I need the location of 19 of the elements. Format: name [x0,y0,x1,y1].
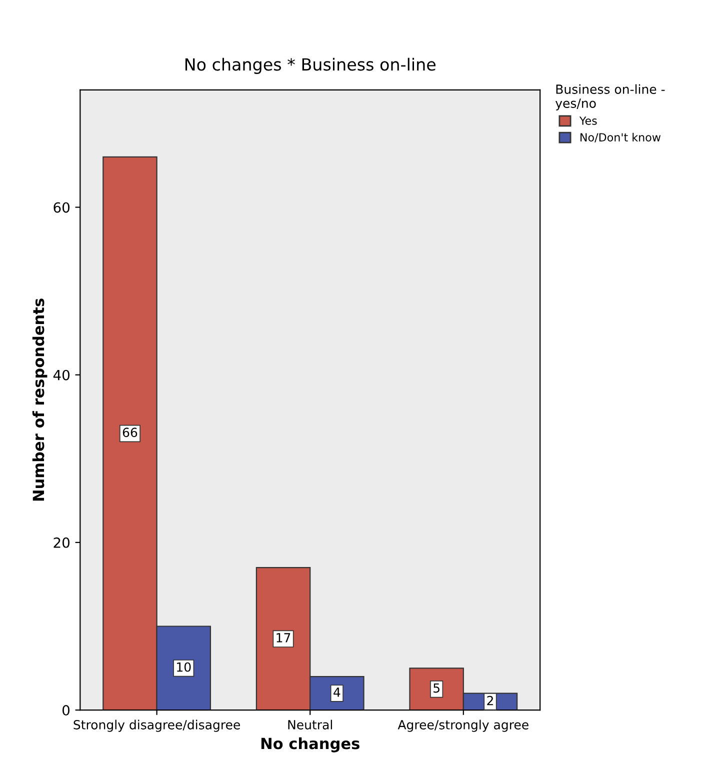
data-label: 17 [276,633,290,642]
y-tick-label: 40 [53,370,70,380]
x-tick-label: Neutral [288,720,332,730]
legend-label: No/Don't know [580,132,661,142]
y-axis-title: Number of respondents [32,298,48,501]
x-axis-title: No changes [261,737,360,752]
y-tick-label: 60 [54,202,70,213]
x-tick-label: Strongly disagree/disagree [74,720,240,732]
legend-label: Yes [579,116,597,125]
x-tick-label: Agree/strongly agree [398,720,528,732]
data-label: 10 [177,662,191,672]
legend-title: Business on-line - yes/no [555,84,665,110]
data-label: 66 [122,428,138,438]
data-label: 4 [334,688,340,697]
data-label: 5 [434,683,440,693]
chart-title: No changes * Business on-line [185,58,436,74]
y-tick-label: 0 [62,705,70,716]
y-tick-label: 20 [54,537,70,548]
data-label: 2 [487,696,493,706]
